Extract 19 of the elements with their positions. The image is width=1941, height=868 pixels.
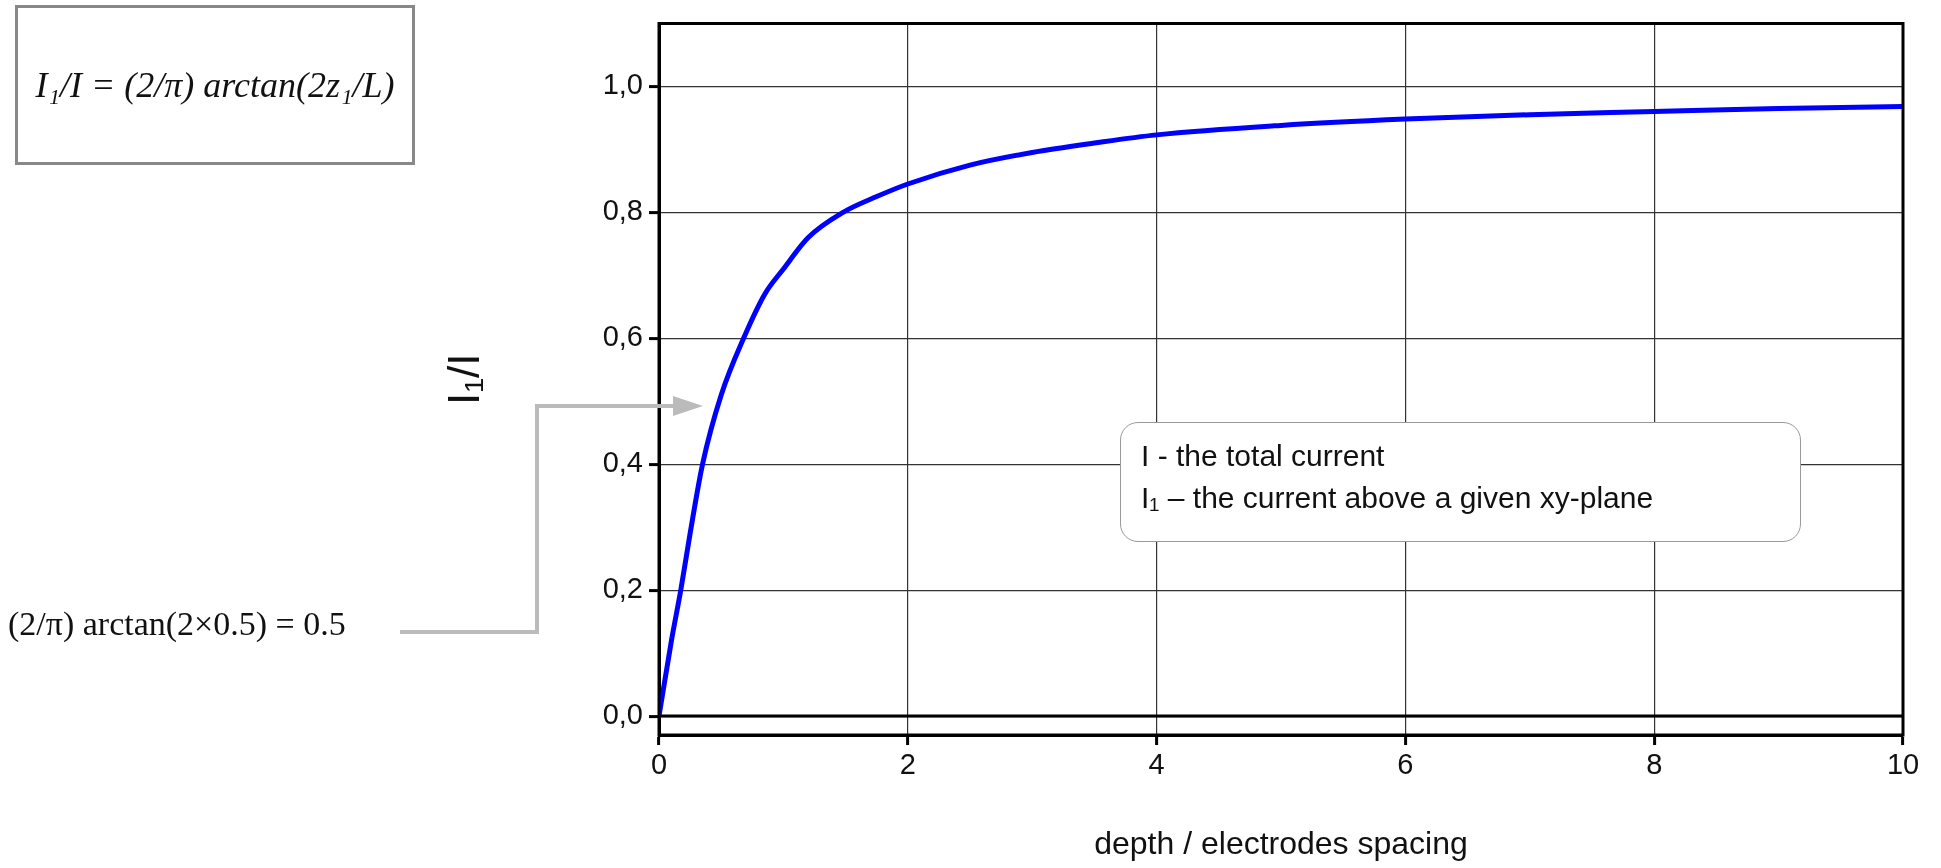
annotation: I₁ – the current above a given xy-plane — [1141, 480, 1655, 516]
x-tick-label: 10 — [1886, 748, 1920, 781]
y-tick-label: 0,6 — [602, 320, 643, 353]
y-tick-label: 0,8 — [602, 194, 643, 227]
x-tick-label: 4 — [1148, 748, 1165, 781]
x-tick-label: 0 — [650, 748, 668, 781]
x-tick-label: 2 — [899, 748, 916, 781]
y-tick-label: 0,4 — [602, 446, 643, 479]
x-tick-label: 8 — [1646, 748, 1663, 781]
text: (2/π) arctan(2×0.5) = 0.5 — [8, 605, 346, 643]
y-tick-label: 0,0 — [602, 698, 643, 731]
x-tick-label: 6 — [1397, 748, 1414, 781]
y-tick-label: 1,0 — [602, 68, 643, 101]
y-tick-label: 0,2 — [602, 572, 643, 605]
annotation: I - the total current — [1141, 438, 1386, 474]
text: I₁/I = (2/π) arctan(2z₁/L) — [15, 5, 415, 165]
note-box: I - the total current I₁ – the current above a given xy-plane — [1120, 422, 1801, 542]
y-axis-title: I₁/I — [438, 353, 488, 405]
x-axis-title: depth / electrodes spacing — [1094, 824, 1468, 861]
